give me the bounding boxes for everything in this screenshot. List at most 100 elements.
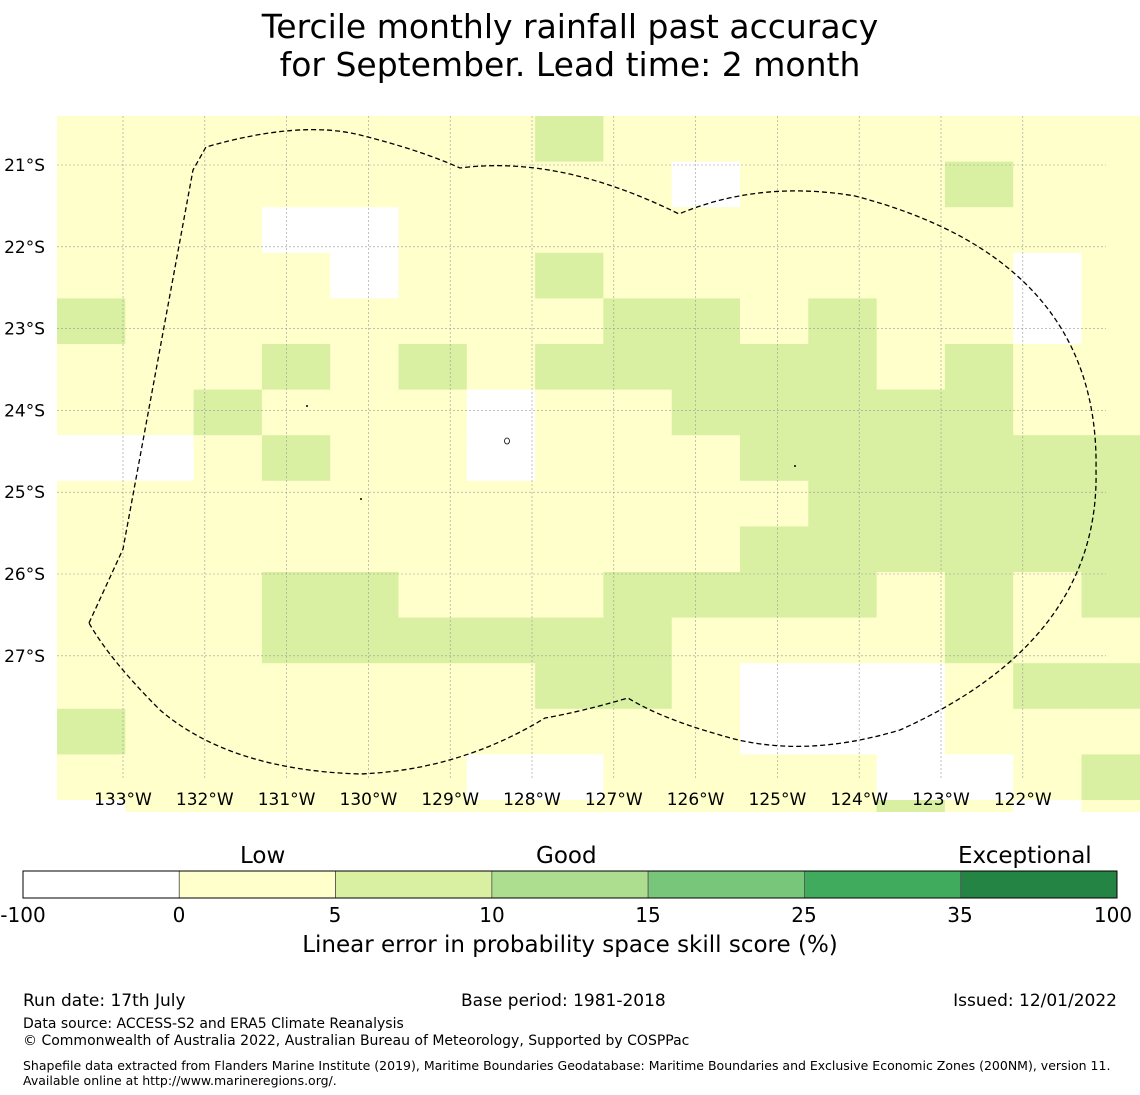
grid-cell xyxy=(57,116,126,163)
grid-cell xyxy=(193,298,263,345)
grid-cell xyxy=(330,344,399,391)
grid-cell xyxy=(876,298,946,345)
grid-cell xyxy=(330,572,399,619)
grid-cell xyxy=(808,161,878,208)
grid-cell xyxy=(330,708,399,755)
grid-cell xyxy=(261,800,331,812)
grid-cell xyxy=(398,252,468,299)
grid-cell xyxy=(671,663,741,710)
grid-cell xyxy=(466,526,536,573)
grid-cell xyxy=(398,389,468,436)
colorbar-segment xyxy=(178,870,336,899)
grid-cell xyxy=(330,663,399,710)
grid-cell xyxy=(57,161,126,208)
longitude-label: 125°W xyxy=(749,790,807,810)
grid-cell xyxy=(603,298,673,345)
grid-cell xyxy=(193,344,263,391)
grid-cell xyxy=(398,344,468,391)
grid-cell xyxy=(876,252,946,299)
grid-cell xyxy=(535,708,604,755)
grid-cell xyxy=(671,389,741,436)
grid-cell xyxy=(193,389,263,436)
grid-cell xyxy=(740,298,809,345)
grid-cell xyxy=(193,161,263,208)
grid-cell xyxy=(1013,663,1082,710)
grid-cell xyxy=(1013,389,1082,436)
grid-cell xyxy=(466,344,536,391)
grid-cell xyxy=(193,617,263,664)
grid-cell xyxy=(603,116,673,163)
grid-cell xyxy=(193,207,263,254)
grid-cell xyxy=(330,116,399,163)
grid-cell xyxy=(535,754,604,801)
grid-cell xyxy=(398,617,468,664)
grid-cell xyxy=(1081,116,1140,163)
grid-cell xyxy=(261,252,331,299)
graticule xyxy=(57,116,1106,780)
grid-cell xyxy=(535,161,604,208)
copyright: © Commonwealth of Australia 2022, Austra… xyxy=(23,1033,690,1049)
grid-cell xyxy=(603,708,673,755)
grid-cell xyxy=(193,252,263,299)
grid-cell xyxy=(1081,800,1140,812)
grid-cell xyxy=(671,116,741,163)
colorbar-tick: 5 xyxy=(328,903,342,927)
grid-cell xyxy=(671,572,741,619)
grid-cell xyxy=(57,708,126,755)
longitude-labels: 133°W 132°W 131°W 130°W 129°W 128°W 127°W 126°W… xyxy=(94,790,1052,810)
colorbar-tick: 35 xyxy=(947,903,973,927)
shapefile-credit: Shapefile data extracted from Flanders M… xyxy=(23,1058,1111,1088)
grid-cell xyxy=(330,161,399,208)
grid-cell xyxy=(944,526,1014,573)
colorbar-tick: 10 xyxy=(479,903,505,927)
grid-cell xyxy=(603,252,673,299)
grid-cell xyxy=(330,617,399,664)
grid-cell xyxy=(125,663,195,710)
grid-cell xyxy=(944,389,1014,436)
grid-cell xyxy=(1013,708,1082,755)
issued-date: Issued: 12/01/2022 xyxy=(953,991,1117,1011)
grid-cell xyxy=(535,252,604,299)
grid-cell xyxy=(330,800,399,812)
grid-cell xyxy=(125,526,195,573)
grid-cell xyxy=(398,754,468,801)
grid-cell xyxy=(57,617,126,664)
grid-cell xyxy=(330,754,399,801)
grid-cell xyxy=(57,389,126,436)
grid-cell xyxy=(740,480,809,527)
grid-cell xyxy=(261,526,331,573)
grid-cell xyxy=(57,663,126,710)
grid-cell xyxy=(944,435,1014,482)
grid-cell xyxy=(671,708,741,755)
grid-cell xyxy=(57,572,126,619)
grid-cell xyxy=(398,116,468,163)
latitude-label: 23°S xyxy=(4,320,45,340)
longitude-label: 129°W xyxy=(421,790,479,810)
grid-cell xyxy=(944,252,1014,299)
grid-cell xyxy=(1013,207,1082,254)
longitude-label: 127°W xyxy=(585,790,643,810)
grid-cell xyxy=(671,252,741,299)
grid-cell xyxy=(466,435,536,482)
grid-cell xyxy=(876,708,946,755)
grid-cell xyxy=(193,526,263,573)
grid-cell xyxy=(330,480,399,527)
grid-cell xyxy=(466,389,536,436)
grid-cell xyxy=(876,617,946,664)
grid-cell xyxy=(1081,480,1140,527)
grid-cell xyxy=(466,617,536,664)
grid-cell xyxy=(535,298,604,345)
grid-cell xyxy=(125,161,195,208)
grid-cell xyxy=(330,389,399,436)
colorbar-tick: -100 xyxy=(0,903,46,927)
grid-cell xyxy=(193,663,263,710)
grid-cell xyxy=(57,344,126,391)
grid-cell xyxy=(466,663,536,710)
grid-cell xyxy=(193,800,263,812)
grid-cell xyxy=(944,617,1014,664)
grid-cell xyxy=(125,800,195,812)
grid-cell xyxy=(740,800,809,812)
grid-cell xyxy=(808,389,878,436)
grid-cell xyxy=(466,754,536,801)
grid-cell xyxy=(740,708,809,755)
